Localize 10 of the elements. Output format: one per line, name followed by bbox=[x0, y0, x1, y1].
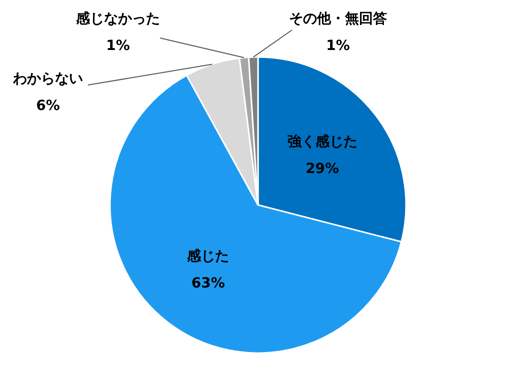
slice-label: 感じた bbox=[186, 248, 230, 264]
slice-label: その他・無回答 bbox=[289, 11, 387, 27]
slice-label: わからない bbox=[12, 71, 83, 87]
data-label: 63% bbox=[191, 275, 225, 292]
data-label: 6% bbox=[36, 98, 60, 114]
slice-label: 強く感じた bbox=[287, 134, 358, 150]
slice-label: 感じなかった bbox=[75, 11, 160, 27]
data-label: 1% bbox=[106, 38, 130, 54]
data-label: 1% bbox=[326, 38, 350, 54]
data-label: 29% bbox=[306, 161, 340, 178]
